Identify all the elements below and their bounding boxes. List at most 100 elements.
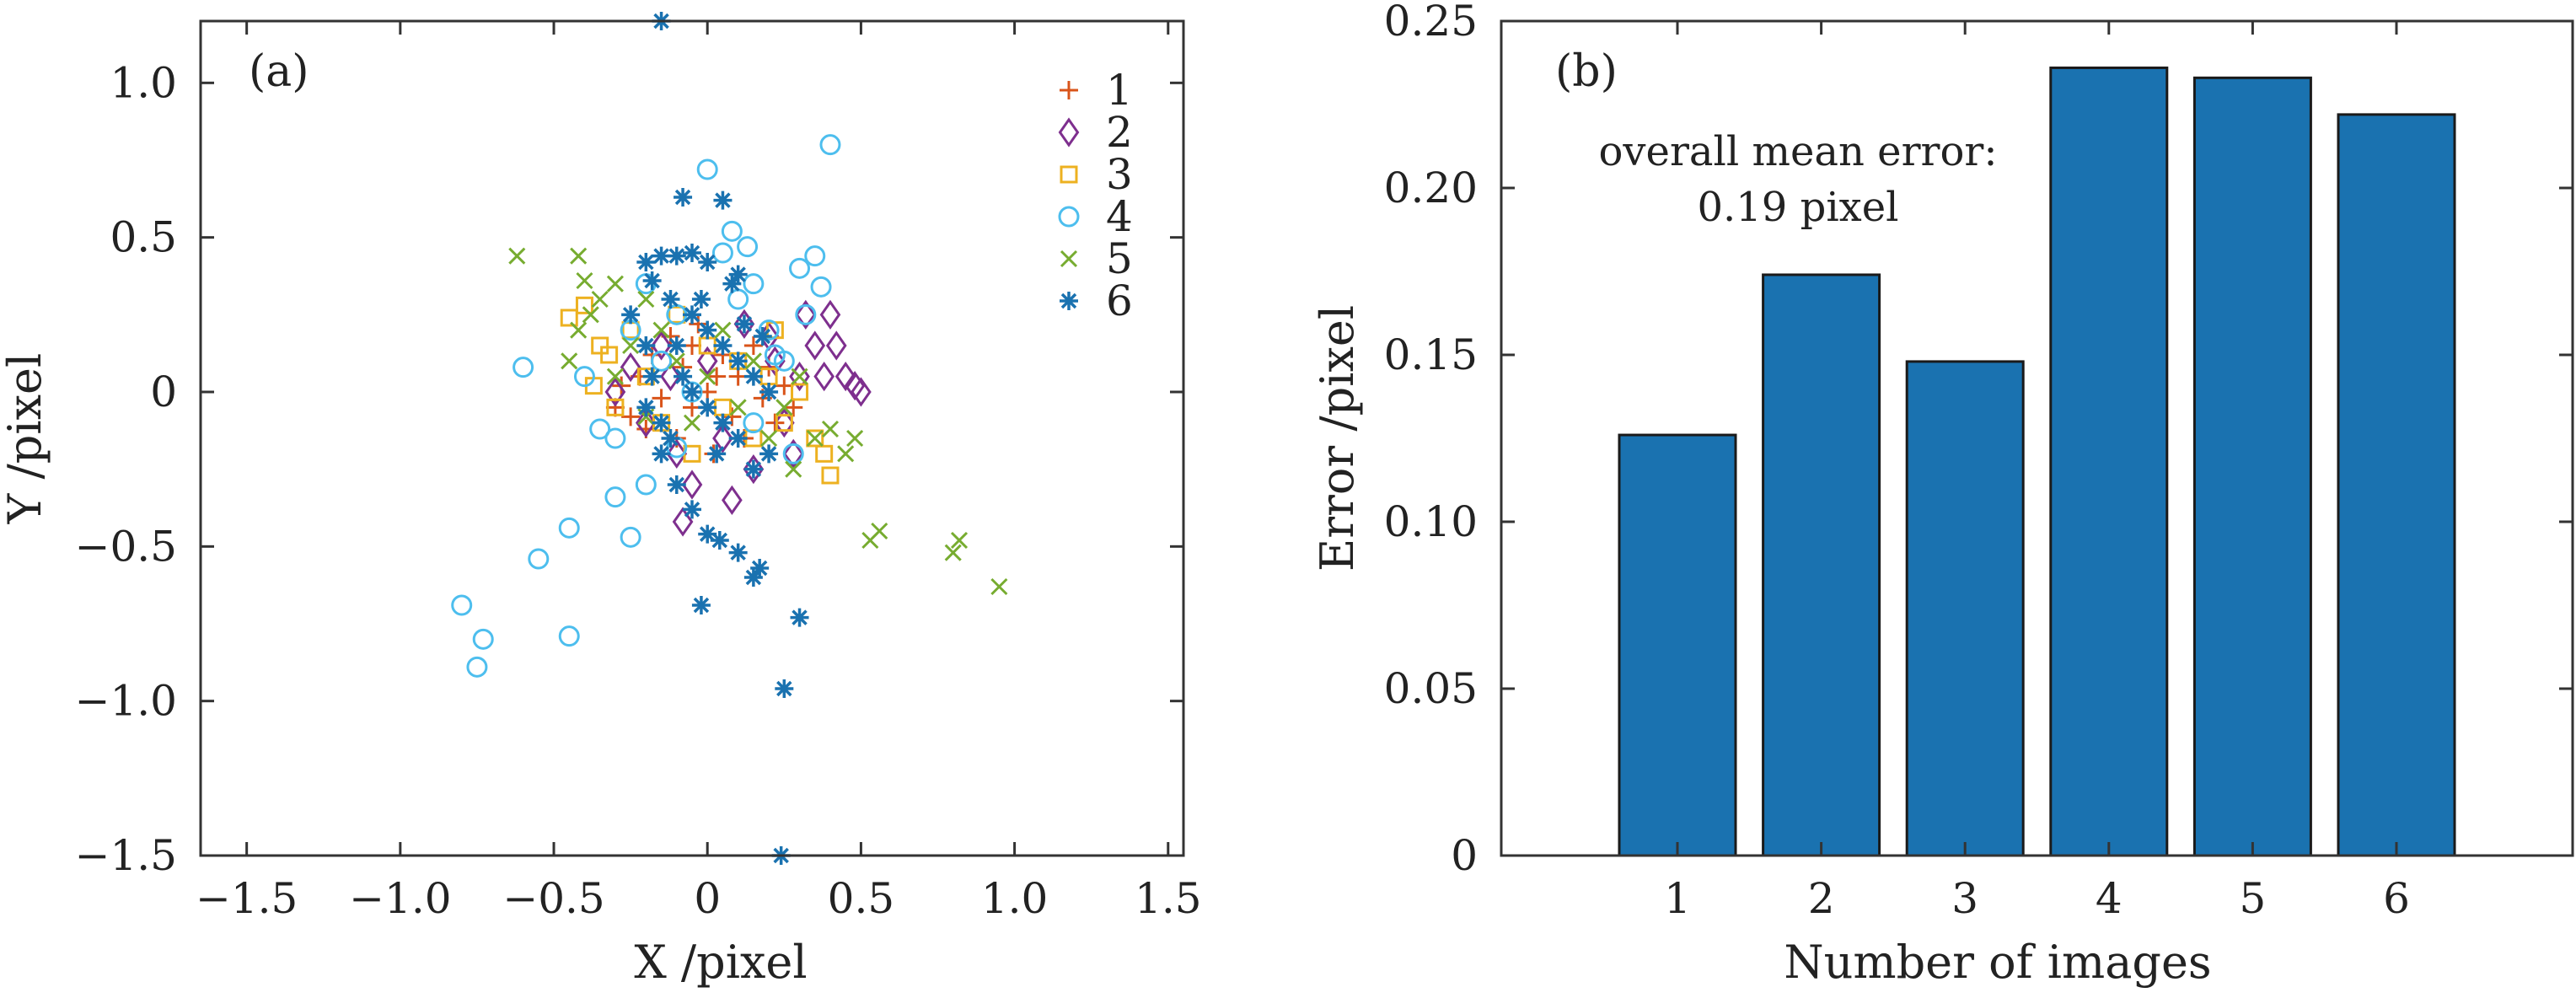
scatter-point-series-5 bbox=[729, 399, 747, 416]
scatter-point-series-6 bbox=[636, 336, 656, 355]
scatter-point-series-5 bbox=[576, 271, 593, 290]
scatter-point-series-2 bbox=[696, 346, 718, 376]
scatter-point-series-2 bbox=[722, 485, 743, 515]
scatter-point-series-6 bbox=[698, 524, 717, 544]
scatter-point-series-4 bbox=[604, 427, 626, 449]
scatter-point-series-3 bbox=[591, 336, 609, 355]
scatter-point-series-5 bbox=[652, 321, 670, 339]
scatter-point-series-5 bbox=[837, 445, 855, 463]
scatter-point-series-1 bbox=[652, 389, 671, 408]
scatter-point-series-3 bbox=[791, 383, 809, 401]
legend-marker-series-4 bbox=[1058, 206, 1080, 228]
scatter-point-series-5 bbox=[806, 429, 824, 448]
legend-marker-series-3 bbox=[1060, 165, 1078, 184]
scatter-x-tick-label: 0 bbox=[694, 874, 721, 923]
scatter-y-tick-label: 1.0 bbox=[110, 58, 177, 107]
scatter-point-series-6 bbox=[707, 444, 727, 464]
scatter-point-series-5 bbox=[582, 306, 599, 324]
scatter-point-series-5 bbox=[668, 352, 685, 370]
scatter-point-series-5 bbox=[570, 247, 588, 265]
legend-label-series-2: 2 bbox=[1106, 108, 1133, 157]
scatter-point-series-4 bbox=[711, 242, 733, 264]
scatter-point-series-5 bbox=[950, 531, 969, 550]
bar-6 bbox=[2337, 113, 2456, 857]
legend-label-series-1: 1 bbox=[1106, 66, 1133, 115]
bar-x-tick-label: 2 bbox=[1808, 874, 1835, 923]
scatter-point-series-4 bbox=[804, 245, 826, 267]
scatter-point-series-2 bbox=[651, 330, 672, 361]
scatter-point-series-5 bbox=[683, 414, 701, 432]
scatter-point-series-3 bbox=[806, 429, 824, 448]
bar-y-tick-label: 0.20 bbox=[1384, 164, 1478, 212]
scatter-point-series-2 bbox=[782, 438, 804, 469]
bar-x-tick-label: 3 bbox=[1951, 874, 1978, 923]
scatter-point-series-5 bbox=[846, 429, 864, 448]
scatter-point-series-1 bbox=[707, 367, 727, 386]
scatter-point-series-4 bbox=[651, 350, 673, 372]
scatter-point-series-4 bbox=[819, 134, 841, 156]
scatter-point-series-3 bbox=[713, 398, 732, 416]
scatter-ticks: −1.5 −1.0 −0.5 0 0.5 1.0 1.5 1.0 0.5 0 −0.5 −1.0 −1.… bbox=[75, 21, 1202, 923]
scatter-x-tick-label: 1.0 bbox=[981, 874, 1049, 923]
scatter-point-series-6 bbox=[713, 336, 733, 355]
scatter-point-series-2 bbox=[835, 362, 856, 392]
bar-panel-tag: (b) bbox=[1555, 46, 1618, 97]
scatter-point-series-5 bbox=[744, 352, 762, 370]
scatter-point-series-5 bbox=[561, 352, 578, 370]
scatter-point-series-3 bbox=[600, 346, 619, 364]
scatter-point-series-5 bbox=[821, 420, 840, 438]
scatter-point-series-4 bbox=[604, 486, 626, 508]
scatter-point-series-5 bbox=[871, 522, 888, 540]
scatter-point-series-3 bbox=[668, 305, 686, 324]
scatter-point-series-1 bbox=[743, 336, 763, 355]
scatter-point-series-1 bbox=[784, 398, 803, 417]
bar-y-axis-label: Error /pixel bbox=[1311, 305, 1364, 571]
scatter-point-series-6 bbox=[698, 320, 717, 340]
bar-3 bbox=[1905, 360, 2025, 857]
bar-1 bbox=[1618, 433, 1737, 857]
scatter-point-series-5 bbox=[944, 544, 962, 561]
scatter-point-series-5 bbox=[699, 368, 716, 385]
bar-panel: 1 2 3 4 5 6 0 0.05 0.10 0.15 0.20 0.25 (b) overall … bbox=[1311, 0, 2574, 989]
scatter-point-series-6 bbox=[683, 500, 701, 519]
scatter-point-series-2 bbox=[636, 408, 657, 438]
scatter-x-tick-label: 0.5 bbox=[828, 874, 895, 923]
scatter-point-series-2 bbox=[851, 377, 872, 407]
scatter-point-series-5 bbox=[591, 290, 609, 309]
scatter-point-series-3 bbox=[606, 398, 625, 416]
scatter-point-series-5 bbox=[791, 368, 808, 385]
legend-swatch-bg bbox=[1033, 114, 1083, 151]
scatter-point-series-4 bbox=[466, 656, 488, 678]
scatter-point-series-6 bbox=[743, 367, 763, 386]
legend-label-series-3: 3 bbox=[1106, 150, 1133, 199]
scatter-point-series-4 bbox=[782, 443, 804, 464]
scatter-point-series-6 bbox=[636, 253, 656, 271]
scatter-point-series-4 bbox=[573, 366, 595, 388]
scatter-point-series-5 bbox=[775, 399, 793, 416]
bar-4 bbox=[2049, 66, 2169, 857]
scatter-point-series-6 bbox=[713, 190, 733, 210]
legend-swatch-bg bbox=[1033, 198, 1083, 235]
scatter-point-series-2 bbox=[660, 362, 681, 392]
scatter-point-series-2 bbox=[795, 299, 817, 330]
scatter-point-series-2 bbox=[620, 352, 641, 383]
scatter-point-series-4 bbox=[758, 319, 780, 341]
legend-marker-series-5 bbox=[1060, 250, 1078, 268]
scatter-y-tick-label: −1.0 bbox=[75, 677, 177, 726]
scatter-point-series-3 bbox=[821, 466, 840, 485]
scatter-plot-frame bbox=[199, 19, 1185, 857]
scatter-point-series-6 bbox=[642, 271, 662, 290]
scatter-point-series-6 bbox=[652, 444, 671, 464]
scatter-point-series-5 bbox=[508, 247, 526, 265]
scatter-point-series-4 bbox=[513, 357, 534, 378]
scatter-point-series-6 bbox=[683, 383, 701, 401]
scatter-panel: −1.5 −1.0 −0.5 0 0.5 1.0 1.5 1.0 0.5 0 −0.5 −1.0 −1.… bbox=[0, 12, 1202, 989]
scatter-point-series-6 bbox=[683, 305, 701, 325]
scatter-y-tick-label: 0.5 bbox=[110, 213, 177, 262]
bar-x-tick-label: 1 bbox=[1664, 874, 1691, 923]
bar-ticks: 1 2 3 4 5 6 0 0.05 0.10 0.15 0.20 0.25 bbox=[1384, 0, 2573, 923]
scatter-point-series-2 bbox=[681, 469, 703, 500]
scatter-point-series-4 bbox=[472, 628, 494, 650]
scatter-point-series-5 bbox=[760, 429, 778, 448]
scatter-point-series-6 bbox=[698, 398, 717, 417]
